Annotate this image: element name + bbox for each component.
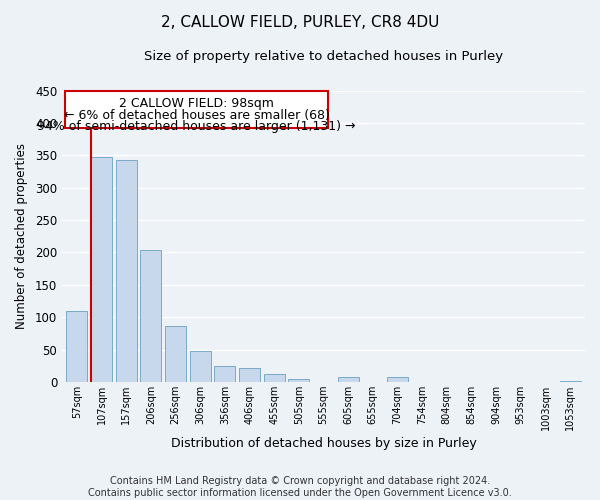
Bar [289,378,310,382]
Bar [264,374,284,382]
Bar [116,160,137,382]
Text: 2, CALLOW FIELD, PURLEY, CR8 4DU: 2, CALLOW FIELD, PURLEY, CR8 4DU [161,15,439,30]
X-axis label: Distribution of detached houses by size in Purley: Distribution of detached houses by size … [170,437,476,450]
Bar [387,376,408,382]
Bar [91,156,112,382]
Text: 2 CALLOW FIELD: 98sqm: 2 CALLOW FIELD: 98sqm [119,97,274,110]
Bar [67,310,88,382]
Bar [65,90,328,128]
Text: 94% of semi-detached houses are larger (1,131) →: 94% of semi-detached houses are larger (… [37,120,356,134]
Bar [140,250,161,382]
Bar [560,380,581,382]
Text: Contains HM Land Registry data © Crown copyright and database right 2024.
Contai: Contains HM Land Registry data © Crown c… [88,476,512,498]
Bar [338,378,359,382]
Y-axis label: Number of detached properties: Number of detached properties [15,143,28,329]
Text: ← 6% of detached houses are smaller (68): ← 6% of detached houses are smaller (68) [64,109,329,122]
Title: Size of property relative to detached houses in Purley: Size of property relative to detached ho… [144,50,503,63]
Bar [239,368,260,382]
Bar [165,326,186,382]
Bar [214,366,235,382]
Bar [190,352,211,382]
